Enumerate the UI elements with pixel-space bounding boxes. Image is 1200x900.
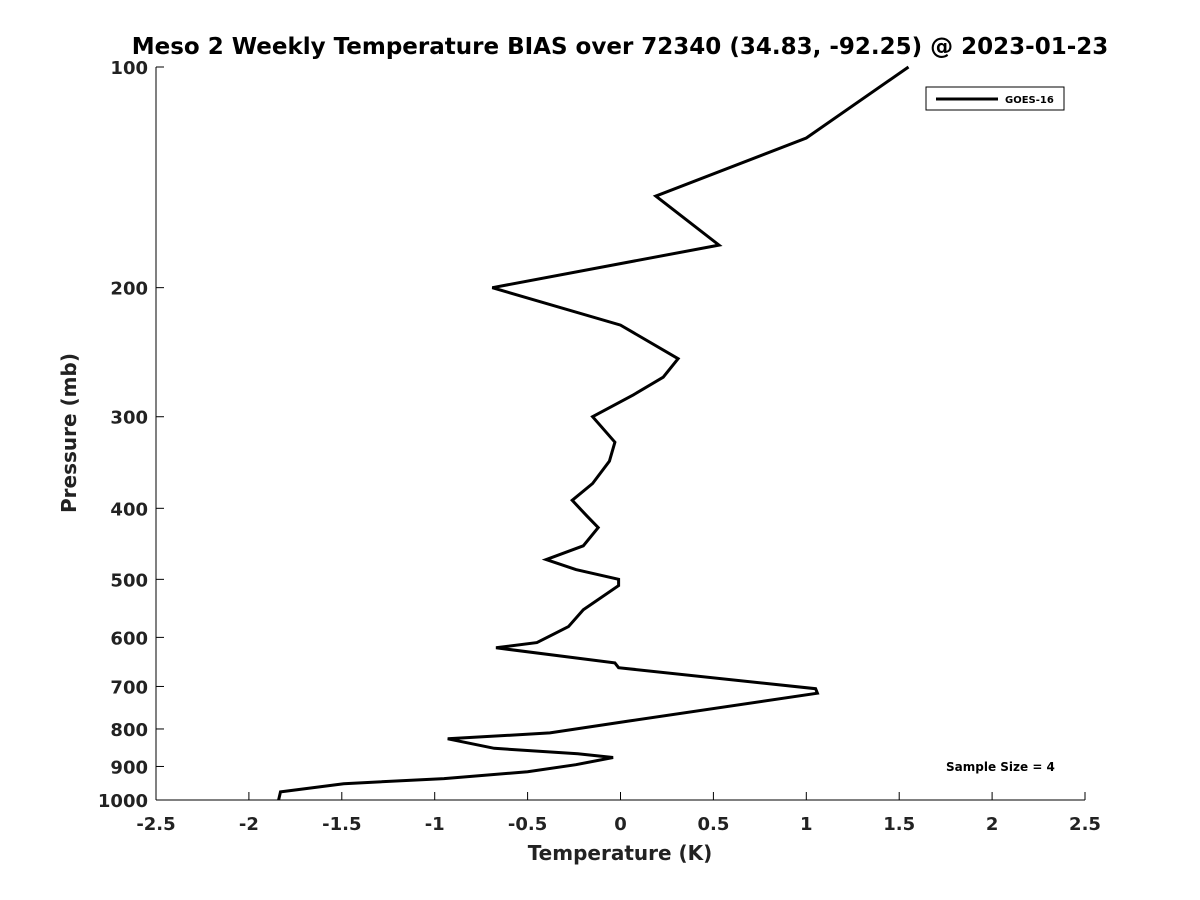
y-tick-label: 600 <box>110 628 148 649</box>
x-tick-label: 0.5 <box>697 814 729 835</box>
y-tick-label: 300 <box>110 408 148 429</box>
series-line-goes16 <box>277 65 910 801</box>
y-tick-label: 700 <box>110 677 148 698</box>
x-tick-label: 1.5 <box>883 814 915 835</box>
y-tick-label: 900 <box>110 757 148 778</box>
sample-size-note: Sample Size = 4 <box>946 760 1055 774</box>
y-tick-label: 200 <box>110 279 148 300</box>
x-tick-label: -2 <box>239 814 259 835</box>
y-tick-label: 400 <box>110 499 148 520</box>
x-axis-label: Temperature (K) <box>528 841 713 865</box>
y-tick-label: 800 <box>110 720 148 741</box>
x-tick-label: 0 <box>614 814 627 835</box>
y-tick-label: 100 <box>110 58 148 79</box>
x-tick-label: 1 <box>800 814 813 835</box>
x-tick-label: -1.5 <box>322 814 361 835</box>
y-tick-label: 500 <box>110 570 148 591</box>
y-axis-label: Pressure (mb) <box>57 353 81 513</box>
y-tick-label: 1000 <box>98 791 148 812</box>
legend-label-goes16: GOES-16 <box>1005 95 1054 106</box>
legend: GOES-16 <box>925 86 1065 111</box>
chart-title: Meso 2 Weekly Temperature BIAS over 7234… <box>132 34 1109 60</box>
x-tick-label: 2.5 <box>1069 814 1101 835</box>
x-tick-label: -2.5 <box>136 814 175 835</box>
x-tick-label: -0.5 <box>508 814 547 835</box>
x-tick-label: -1 <box>425 814 445 835</box>
x-tick-label: 2 <box>986 814 999 835</box>
plot-area: -2.5 -2 -1.5 -1 -0.5 0 0.5 1 1.5 2 2.5 100 200 300 400… <box>98 58 1101 835</box>
